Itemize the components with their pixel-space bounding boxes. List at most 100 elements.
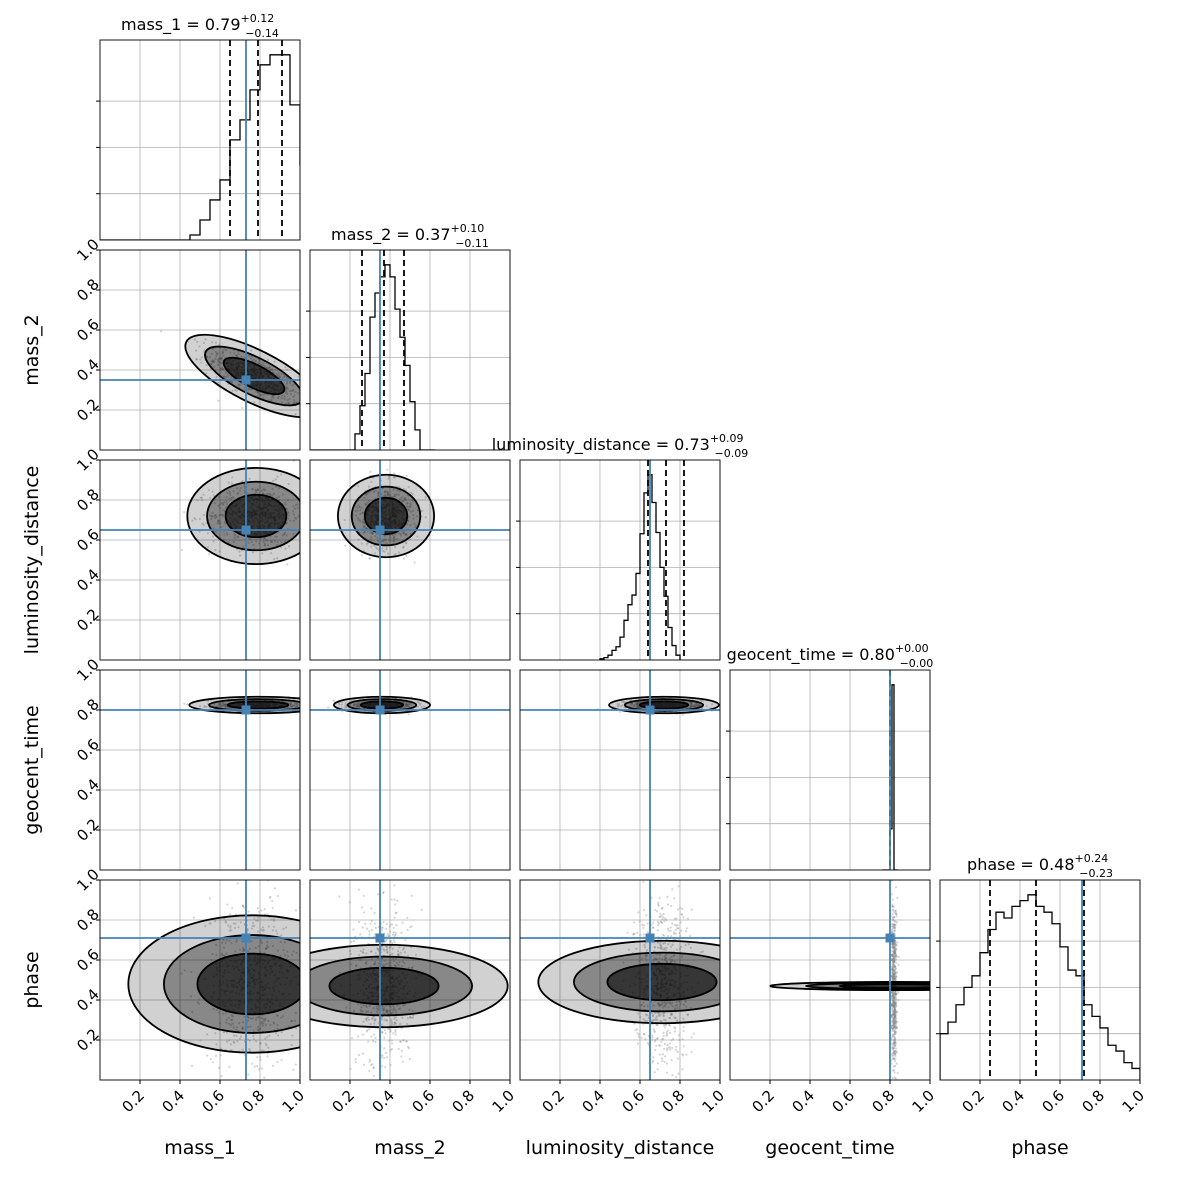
sample-point [198,517,201,520]
sample-point [261,492,265,495]
sample-point [344,544,347,547]
panel-frame [519,459,721,661]
sample-point [693,704,696,708]
sample-point [262,1020,265,1023]
sample-point [213,365,216,368]
sample-point [260,1049,263,1052]
sample-point [219,368,222,371]
sample-point [265,946,268,950]
sample-point [214,341,218,344]
sample-point [211,511,214,515]
sample-point [290,703,293,706]
sample-point [259,1041,262,1045]
sample-point [394,546,397,549]
sample-point [307,390,309,392]
sample-point [287,511,290,514]
sample-point [288,389,291,392]
sample-point [210,515,214,518]
sample-point [272,918,276,921]
sample-point [214,1032,217,1035]
sample-point [356,705,359,708]
sample-point [261,393,264,397]
sample-point [225,952,228,955]
sample-point [226,1040,229,1043]
sample-point [226,903,229,906]
sample-point [395,493,398,496]
sample-point [404,498,408,502]
sample-point [261,929,264,932]
sample-point [211,360,215,363]
sample-point [222,351,225,354]
sample-point [306,519,308,521]
sample-point [281,394,284,398]
sample-point [211,490,214,493]
x-axis-label-mass_1: mass_1 [164,1137,236,1159]
sample-point [234,922,237,925]
sample-point [260,1017,263,1020]
sample-point [286,387,289,390]
sample-point [259,393,262,397]
sample-point [292,513,295,516]
panel-luminosity_distance-geocent_time [519,669,721,871]
sample-point [271,1086,273,1088]
sample-point [370,957,373,961]
sample-point [359,512,362,515]
sample-point [264,1037,267,1040]
sample-point [236,487,239,490]
sample-point [231,907,234,910]
sample-point [256,1028,260,1031]
sample-point [695,702,698,705]
sample-point [393,916,396,919]
sample-point [217,1066,221,1069]
sample-point [268,366,271,369]
sample-point [211,359,214,362]
sample-point [228,489,231,493]
sample-point [195,358,198,361]
sample-point [383,550,386,553]
sample-point [415,524,418,527]
panel-mass_2-mass_2: mass_2 = 0.37+0.10 −0.11 [306,222,511,451]
sample-point [372,1007,375,1010]
sample-point [385,495,388,498]
sample-point [266,913,269,916]
sample-point [409,524,412,527]
sample-point [414,526,417,529]
sample-point [263,544,266,547]
sample-point [368,1060,371,1063]
sample-point [260,940,263,943]
sample-point [205,705,208,708]
sample-point [234,926,237,930]
sample-point [203,706,206,709]
sample-point [403,706,406,709]
sample-point [289,702,292,705]
title-main: luminosity_distance = 0.73 [492,435,710,455]
sample-point [292,510,295,513]
sample-point [405,554,408,557]
sample-point [343,706,346,709]
sample-point [254,1018,258,1021]
sample-point [268,366,271,369]
sample-point [284,926,288,929]
sample-point [219,513,222,516]
sample-point [285,507,288,510]
sample-point [288,397,291,401]
sample-point [411,1009,414,1012]
y-tick-label: 0.8 [73,695,103,725]
sample-point [272,1021,275,1024]
sample-point [269,895,272,898]
sample-point [343,518,346,522]
sample-point [224,376,228,379]
sample-point [300,501,302,503]
sample-point [223,348,227,351]
sample-point [274,535,277,538]
sample-point [222,946,226,949]
sample-point [237,926,240,929]
sample-point [381,1031,384,1034]
sample-point [285,385,288,388]
sample-point [297,514,300,518]
sample-point [413,522,416,526]
sample-point [222,503,225,506]
sample-point [374,1018,377,1021]
sample-point [360,906,364,909]
sample-point [635,703,638,707]
